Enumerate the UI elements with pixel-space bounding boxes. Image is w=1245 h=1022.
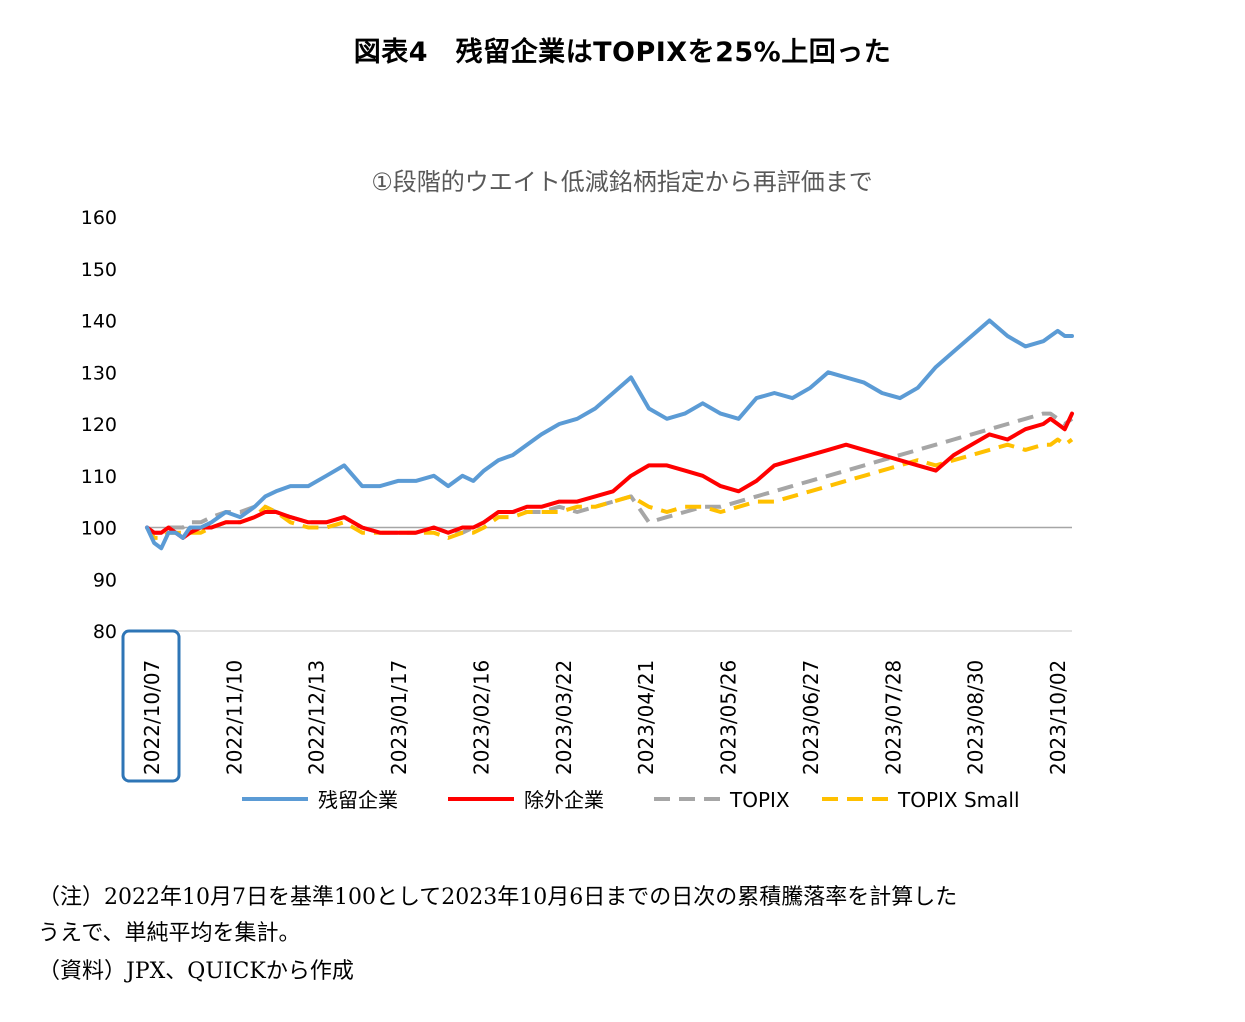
y-tick-label: 90 [93,569,117,591]
highlight-box [121,629,181,783]
legend-label: TOPIX [729,788,790,812]
y-axis: 80 90 100 110 120 130 140 150 160 [81,207,117,643]
x-tick-label: 2023/01/17 [387,660,411,775]
x-tick-label: 2023/06/27 [799,660,823,775]
line-chart: ①段階的ウエイト低減銘柄指定から再評価まで 80 90 100 110 120 130 14… [81,168,1074,812]
x-tick-label: 2023/03/22 [552,660,576,775]
x-tick-label: 2023/05/26 [717,660,741,775]
legend-label: 除外企業 [524,788,604,812]
note-line-1: （注）2022年10月7日を基準100として2023年10月6日までの日次の累積… [38,885,958,910]
source-line: （資料）JPX、QUICKから作成 [38,959,354,984]
y-tick-label: 80 [93,621,117,643]
legend: 残留企業 除外企業 TOPIX TOPIX Small [242,788,1020,812]
y-tick-label: 100 [81,518,117,540]
series-lines [145,318,1074,551]
y-tick-label: 120 [81,414,117,436]
y-tick-label: 140 [81,311,117,333]
y-tick-label: 130 [81,362,117,384]
series-line [145,411,1074,540]
x-axis: 2022/10/07 2022/11/10 2022/12/13 2023/01/17… [121,629,1072,783]
x-tick-label: 2023/04/21 [634,660,658,775]
legend-label: 残留企業 [318,788,398,812]
x-tick-label: 2023/10/02 [1046,660,1070,775]
figure-title: 図表4 残留企業はTOPIXを25%上回った [353,37,892,68]
chart-title: ①段階的ウエイト低減銘柄指定から再評価まで [371,168,873,196]
x-tick-label: 2022/12/13 [305,660,329,775]
y-tick-label: 150 [81,259,117,281]
x-tick-label: 2023/02/16 [469,660,493,775]
x-tick-label: 2022/11/10 [222,660,246,775]
note-line-2: うえで、単純平均を集計。 [38,921,301,946]
x-tick-label: 2023/08/30 [964,660,988,775]
legend-label: TOPIX Small [897,788,1020,812]
x-tick-label: 2023/07/28 [881,660,905,775]
y-tick-label: 160 [81,207,117,229]
x-tick-label: 2022/10/07 [140,660,164,775]
y-tick-label: 110 [81,466,117,488]
series-line [145,411,1074,535]
series-line [145,318,1074,551]
